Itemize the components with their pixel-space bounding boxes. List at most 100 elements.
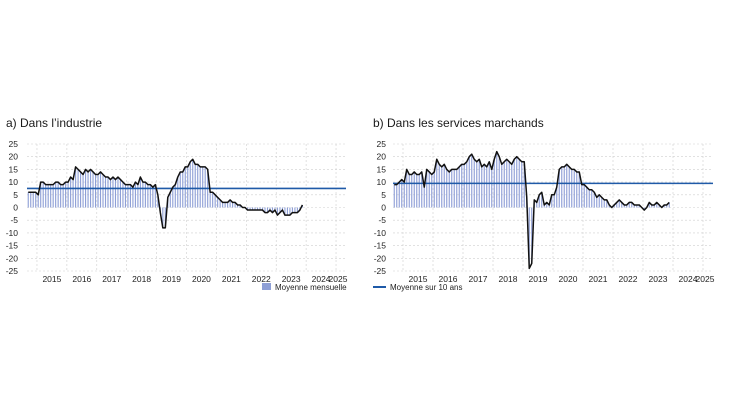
x-tick-label: 2020 xyxy=(559,274,578,284)
data-bar xyxy=(561,166,563,208)
data-bar xyxy=(119,179,122,208)
data-bar xyxy=(648,202,650,208)
data-bar xyxy=(144,182,146,208)
panel-b-title: b) Dans les services marchands xyxy=(373,116,544,130)
data-bar xyxy=(139,177,141,208)
data-bar xyxy=(546,202,548,208)
data-bar xyxy=(212,192,214,208)
data-bar xyxy=(596,197,598,208)
data-bar xyxy=(571,169,573,208)
data-bar xyxy=(197,164,199,208)
x-tick-label: 2025 xyxy=(329,274,348,284)
data-bar xyxy=(286,207,288,216)
data-bar xyxy=(60,184,62,208)
data-bar xyxy=(486,166,488,208)
data-bar xyxy=(32,192,34,208)
y-tick-label: -25 xyxy=(374,266,387,276)
data-bar xyxy=(428,171,430,208)
data-bar xyxy=(663,204,665,208)
panel-a-title: a) Dans l’industrie xyxy=(6,116,103,130)
data-bar xyxy=(588,189,590,208)
x-tick-label: 2021 xyxy=(222,274,241,284)
data-bar xyxy=(651,204,653,208)
data-bar xyxy=(72,179,74,208)
data-bar xyxy=(443,164,445,208)
x-tick-label: 2018 xyxy=(499,274,518,284)
data-bar xyxy=(636,204,638,208)
data-bar xyxy=(498,156,500,208)
data-bar xyxy=(187,166,189,208)
data-bar xyxy=(548,204,550,208)
data-bar xyxy=(406,169,408,208)
data-bar xyxy=(491,169,493,208)
data-bar xyxy=(431,174,433,208)
data-bar xyxy=(149,184,151,208)
data-bar xyxy=(94,174,97,208)
x-tick-label: 2023 xyxy=(649,274,668,284)
data-bar xyxy=(541,192,543,208)
data-bar xyxy=(433,171,435,208)
data-bar xyxy=(254,207,256,211)
data-bar xyxy=(503,161,505,208)
data-bar xyxy=(411,174,413,208)
data-bar xyxy=(468,156,470,208)
data-bar xyxy=(556,187,558,208)
data-bar xyxy=(132,187,134,208)
data-bar xyxy=(30,192,32,208)
data-bar xyxy=(27,192,29,208)
data-bar xyxy=(451,169,453,208)
data-bar xyxy=(107,177,109,208)
data-bar xyxy=(531,207,533,264)
data-bar xyxy=(47,184,49,208)
data-bar xyxy=(616,202,618,208)
x-tick-label: 2024 xyxy=(312,274,331,284)
y-tick-label: -15 xyxy=(6,241,19,251)
data-bar xyxy=(124,184,127,208)
data-bar xyxy=(122,182,124,208)
x-tick-label: 2022 xyxy=(619,274,638,284)
legend: Moyenne mensuelle Moyenne sur 10 ans xyxy=(262,283,463,292)
data-bar xyxy=(157,194,159,208)
data-bar xyxy=(87,171,89,208)
data-bar xyxy=(204,166,206,208)
y-tick-label: 10 xyxy=(9,177,19,187)
data-bar xyxy=(169,192,171,208)
data-bar xyxy=(458,166,460,208)
data-bar xyxy=(581,184,583,208)
data-bar xyxy=(551,194,553,208)
series-line xyxy=(28,158,304,229)
data-bar xyxy=(37,194,39,208)
y-tick-label: -25 xyxy=(6,266,19,276)
y-tick-label: -10 xyxy=(374,228,387,238)
data-bar xyxy=(528,207,530,269)
data-bar xyxy=(217,197,219,208)
y-tick-label: -20 xyxy=(6,253,19,263)
data-bar xyxy=(421,171,423,208)
data-bar xyxy=(601,197,603,208)
data-bar xyxy=(202,166,204,208)
data-bar xyxy=(222,202,224,208)
data-bar xyxy=(576,171,578,208)
data-bar xyxy=(55,182,57,208)
data-bar xyxy=(653,204,655,208)
data-bar xyxy=(408,174,410,208)
data-bar xyxy=(586,187,588,208)
data-bar xyxy=(239,204,241,208)
data-bar xyxy=(232,202,234,208)
data-bar xyxy=(481,166,483,208)
data-bar xyxy=(234,202,236,208)
data-bar xyxy=(271,207,274,213)
data-bar xyxy=(192,159,194,208)
y-tick-label: -15 xyxy=(374,241,387,251)
data-bar xyxy=(418,174,420,208)
data-bar xyxy=(142,182,144,208)
data-bar xyxy=(568,166,570,208)
data-bar xyxy=(45,184,47,208)
data-bar xyxy=(227,202,229,208)
data-bar xyxy=(65,182,67,208)
data-bar xyxy=(521,161,523,208)
data-bar xyxy=(137,184,139,208)
